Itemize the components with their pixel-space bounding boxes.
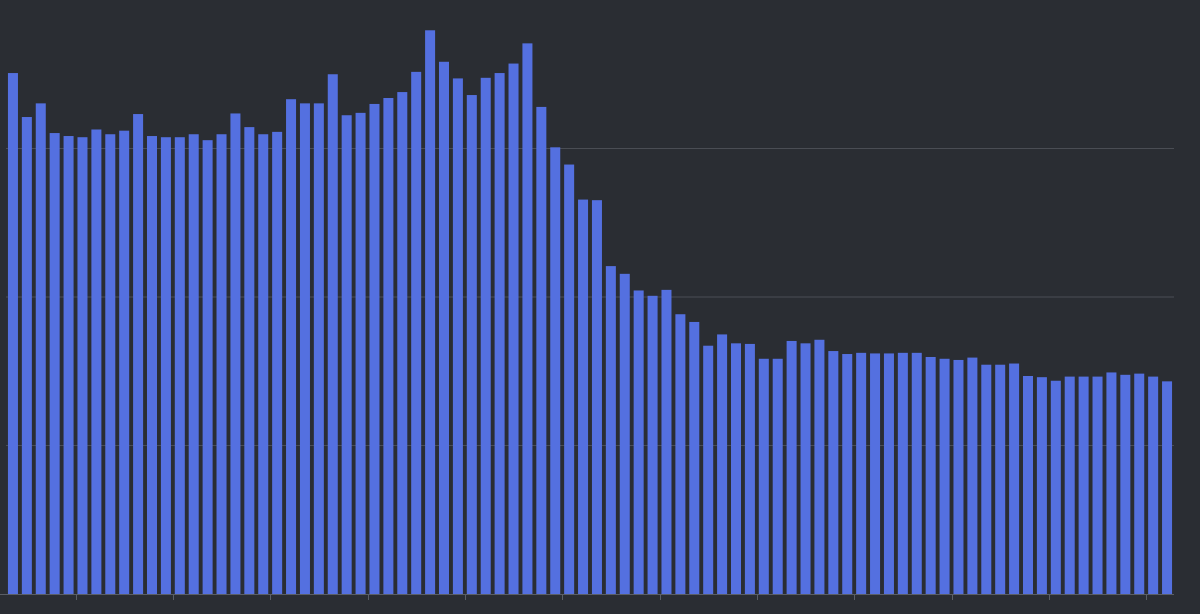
bar-25	[341, 115, 352, 595]
bar-18	[244, 127, 255, 595]
bar-19	[258, 134, 269, 595]
bar-44	[605, 266, 616, 594]
bar-68	[939, 358, 950, 594]
bar-67	[925, 356, 936, 594]
bar-20	[272, 131, 283, 594]
bar-45	[619, 273, 630, 594]
bar-38	[522, 43, 533, 595]
bar-13	[174, 137, 185, 594]
bar-80	[1106, 372, 1117, 594]
bar-23	[313, 103, 324, 595]
bar-55	[758, 358, 769, 594]
bar-69	[953, 359, 964, 594]
bar-30	[411, 71, 422, 595]
bar-4	[49, 133, 60, 594]
bar-21	[286, 99, 297, 594]
bar-65	[897, 352, 908, 594]
bar-42	[578, 199, 589, 594]
bar-61	[842, 354, 853, 594]
bar-47	[647, 295, 658, 594]
bar-52	[717, 334, 728, 594]
bar-75	[1036, 377, 1047, 594]
bar-29	[397, 92, 408, 594]
bar-32	[438, 61, 449, 594]
bar-70	[967, 357, 978, 594]
bar-83	[1148, 376, 1159, 594]
bar-39	[536, 106, 547, 595]
bar-74	[1022, 376, 1033, 594]
bar-12	[160, 137, 171, 594]
bar-36	[494, 73, 505, 594]
bar-37	[508, 63, 519, 595]
bar-48	[661, 289, 672, 594]
bar-10	[133, 114, 144, 595]
bar-72	[995, 364, 1006, 594]
bar-73	[1009, 363, 1020, 594]
bar-33	[452, 78, 463, 594]
bar-79	[1092, 376, 1103, 594]
bar-62	[856, 352, 867, 594]
bar-60	[828, 351, 839, 594]
bar-84	[1162, 381, 1173, 594]
bar-5	[63, 136, 74, 594]
bar-57	[786, 340, 797, 594]
bar-16	[216, 134, 227, 595]
bar-22	[299, 103, 310, 595]
bar-26	[355, 112, 366, 595]
bar-77	[1064, 376, 1075, 594]
bar-78	[1078, 376, 1089, 594]
bar-15	[202, 140, 213, 594]
bar-2	[21, 117, 32, 595]
bar-66	[911, 352, 922, 594]
bar-17	[230, 113, 241, 594]
bar-54	[744, 343, 755, 594]
bar-41	[564, 164, 575, 595]
bar-59	[814, 339, 825, 594]
bar-40	[550, 147, 561, 594]
bar-50	[689, 321, 700, 594]
bar-8	[105, 134, 116, 595]
bar-81	[1120, 374, 1131, 594]
bar-34	[466, 95, 477, 594]
bar-1	[7, 73, 18, 594]
bar-56	[772, 358, 783, 594]
bar-64	[883, 353, 894, 594]
bar-6	[77, 137, 88, 594]
bar-82	[1134, 373, 1145, 594]
bar-11	[146, 136, 157, 594]
bar-49	[675, 314, 686, 594]
bar-51	[703, 345, 714, 594]
bar-43	[591, 200, 602, 594]
bar-63	[870, 353, 881, 594]
bar-31	[425, 30, 436, 595]
bar-7	[91, 129, 102, 595]
bar-9	[119, 130, 130, 594]
bar-28	[383, 98, 394, 594]
bar-46	[633, 290, 644, 594]
bar-27	[369, 103, 380, 594]
bar-53	[730, 343, 741, 594]
bar-58	[800, 343, 811, 594]
bar-71	[981, 364, 992, 594]
bar-24	[327, 74, 338, 594]
bar-14	[188, 134, 199, 595]
bar-76	[1050, 380, 1061, 594]
bar-35	[480, 77, 491, 594]
bar-3	[35, 103, 46, 595]
